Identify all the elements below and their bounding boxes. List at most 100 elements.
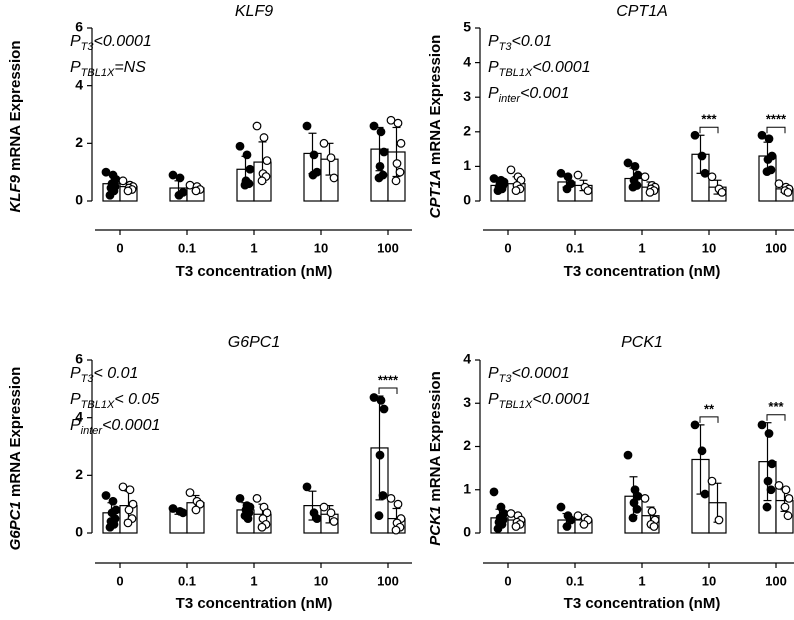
data-point: [697, 151, 707, 161]
stat-p: P: [488, 391, 499, 408]
data-point: [392, 159, 402, 168]
data-point: [766, 485, 776, 495]
data-point: [326, 153, 336, 163]
x-axis-label: T3 concentration (nM): [564, 263, 721, 280]
y-tick-label: 0: [463, 524, 471, 540]
x-tick-label: 10: [314, 240, 328, 255]
data-point: [763, 476, 773, 486]
y-tick-label: 2: [463, 437, 471, 453]
data-point: [386, 494, 396, 503]
y-axis-label: KLF9 mRNA Expression: [7, 41, 24, 213]
y-tick-label: 3: [463, 88, 471, 104]
data-point: [105, 522, 115, 532]
data-point: [647, 506, 657, 516]
panel-title: PCK1: [621, 334, 663, 351]
data-point: [369, 121, 379, 131]
data-point: [583, 186, 593, 196]
data-point: [302, 482, 312, 492]
x-tick-label: 10: [314, 573, 328, 588]
stat-sub: inter: [499, 93, 522, 105]
y-tick-label: 2: [75, 134, 83, 150]
y-tick-label: 4: [75, 408, 83, 424]
data-point: [191, 186, 201, 196]
data-point: [257, 176, 267, 186]
data-point: [783, 187, 793, 197]
data-point: [178, 508, 188, 518]
data-point: [393, 499, 403, 509]
stat-sub: T3: [81, 373, 95, 385]
data-point: [379, 404, 389, 414]
x-tick-label: 10: [702, 240, 716, 255]
stat-annotation: PTBL1X<0.0001: [488, 391, 591, 411]
data-point: [185, 180, 195, 190]
stat-text: <0.01: [512, 33, 552, 50]
stat-annotation: PT3< 0.01: [70, 365, 138, 385]
data-point: [717, 187, 727, 197]
data-point: [767, 459, 777, 469]
x-axis-label: T3 concentration (nM): [176, 595, 333, 612]
x-tick-label: 0.1: [566, 240, 584, 255]
stat-sub: TBL1X: [81, 399, 115, 411]
y-tick-label: 2: [463, 123, 471, 139]
data-point: [764, 134, 774, 144]
data-point: [326, 508, 336, 518]
data-point: [376, 127, 386, 137]
data-point: [240, 180, 250, 190]
x-tick-label: 100: [765, 573, 787, 588]
data-point: [252, 121, 262, 131]
stat-text: <0.0001: [102, 417, 160, 434]
data-point: [101, 491, 111, 500]
data-point: [302, 121, 312, 131]
data-point: [175, 173, 185, 183]
data-point: [707, 476, 717, 486]
x-tick-label: 10: [702, 573, 716, 588]
data-point: [784, 494, 794, 503]
data-point: [309, 150, 319, 160]
data-point: [375, 450, 385, 460]
data-point: [128, 499, 138, 509]
data-point: [700, 489, 710, 499]
stat-p: P: [488, 33, 499, 50]
data-point: [391, 525, 401, 535]
data-point: [573, 170, 583, 180]
data-point: [762, 167, 772, 176]
significance-label: ****: [378, 372, 399, 387]
data-point: [763, 155, 773, 164]
stat-sub: T3: [499, 41, 513, 53]
data-point: [319, 138, 329, 148]
data-point: [395, 167, 405, 177]
data-point: [562, 184, 572, 194]
stat-annotation: Pinter<0.0001: [70, 417, 160, 437]
data-point: [393, 118, 403, 128]
panel-title: G6PC1: [228, 334, 280, 351]
stat-annotation: PTBL1X< 0.05: [70, 391, 159, 411]
data-point: [697, 446, 707, 456]
data-point: [562, 522, 572, 531]
data-point: [191, 505, 201, 515]
data-point: [640, 172, 650, 182]
significance-label: ****: [766, 112, 787, 127]
significance-bracket: [699, 126, 719, 134]
data-point: [623, 158, 633, 168]
y-axis-gene: CPT1A: [427, 169, 444, 218]
data-point: [308, 170, 318, 180]
y-tick-label: 0: [463, 192, 471, 208]
stat-p: P: [488, 365, 499, 382]
data-point: [262, 156, 272, 166]
data-point: [774, 481, 784, 490]
x-tick-label: 1: [638, 240, 645, 255]
data-point: [378, 491, 388, 500]
data-point: [645, 187, 655, 197]
data-point: [649, 522, 659, 531]
stat-text: <0.001: [520, 85, 569, 102]
y-axis-gene: PCK1: [427, 506, 444, 546]
y-axis-label: PCK1 mRNA Expression: [427, 371, 444, 546]
y-axis-text: mRNA Expression: [427, 371, 444, 501]
stat-sub: T3: [499, 373, 513, 385]
data-point: [764, 429, 774, 438]
data-point: [493, 524, 503, 534]
significance-bracket: [378, 387, 398, 395]
